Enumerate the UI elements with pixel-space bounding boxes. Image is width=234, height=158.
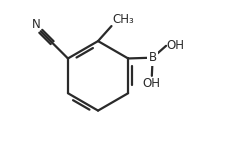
Text: CH₃: CH₃ (112, 13, 134, 26)
Text: OH: OH (167, 39, 185, 52)
Text: OH: OH (143, 77, 161, 90)
Text: N: N (31, 18, 40, 31)
Text: B: B (149, 51, 157, 64)
